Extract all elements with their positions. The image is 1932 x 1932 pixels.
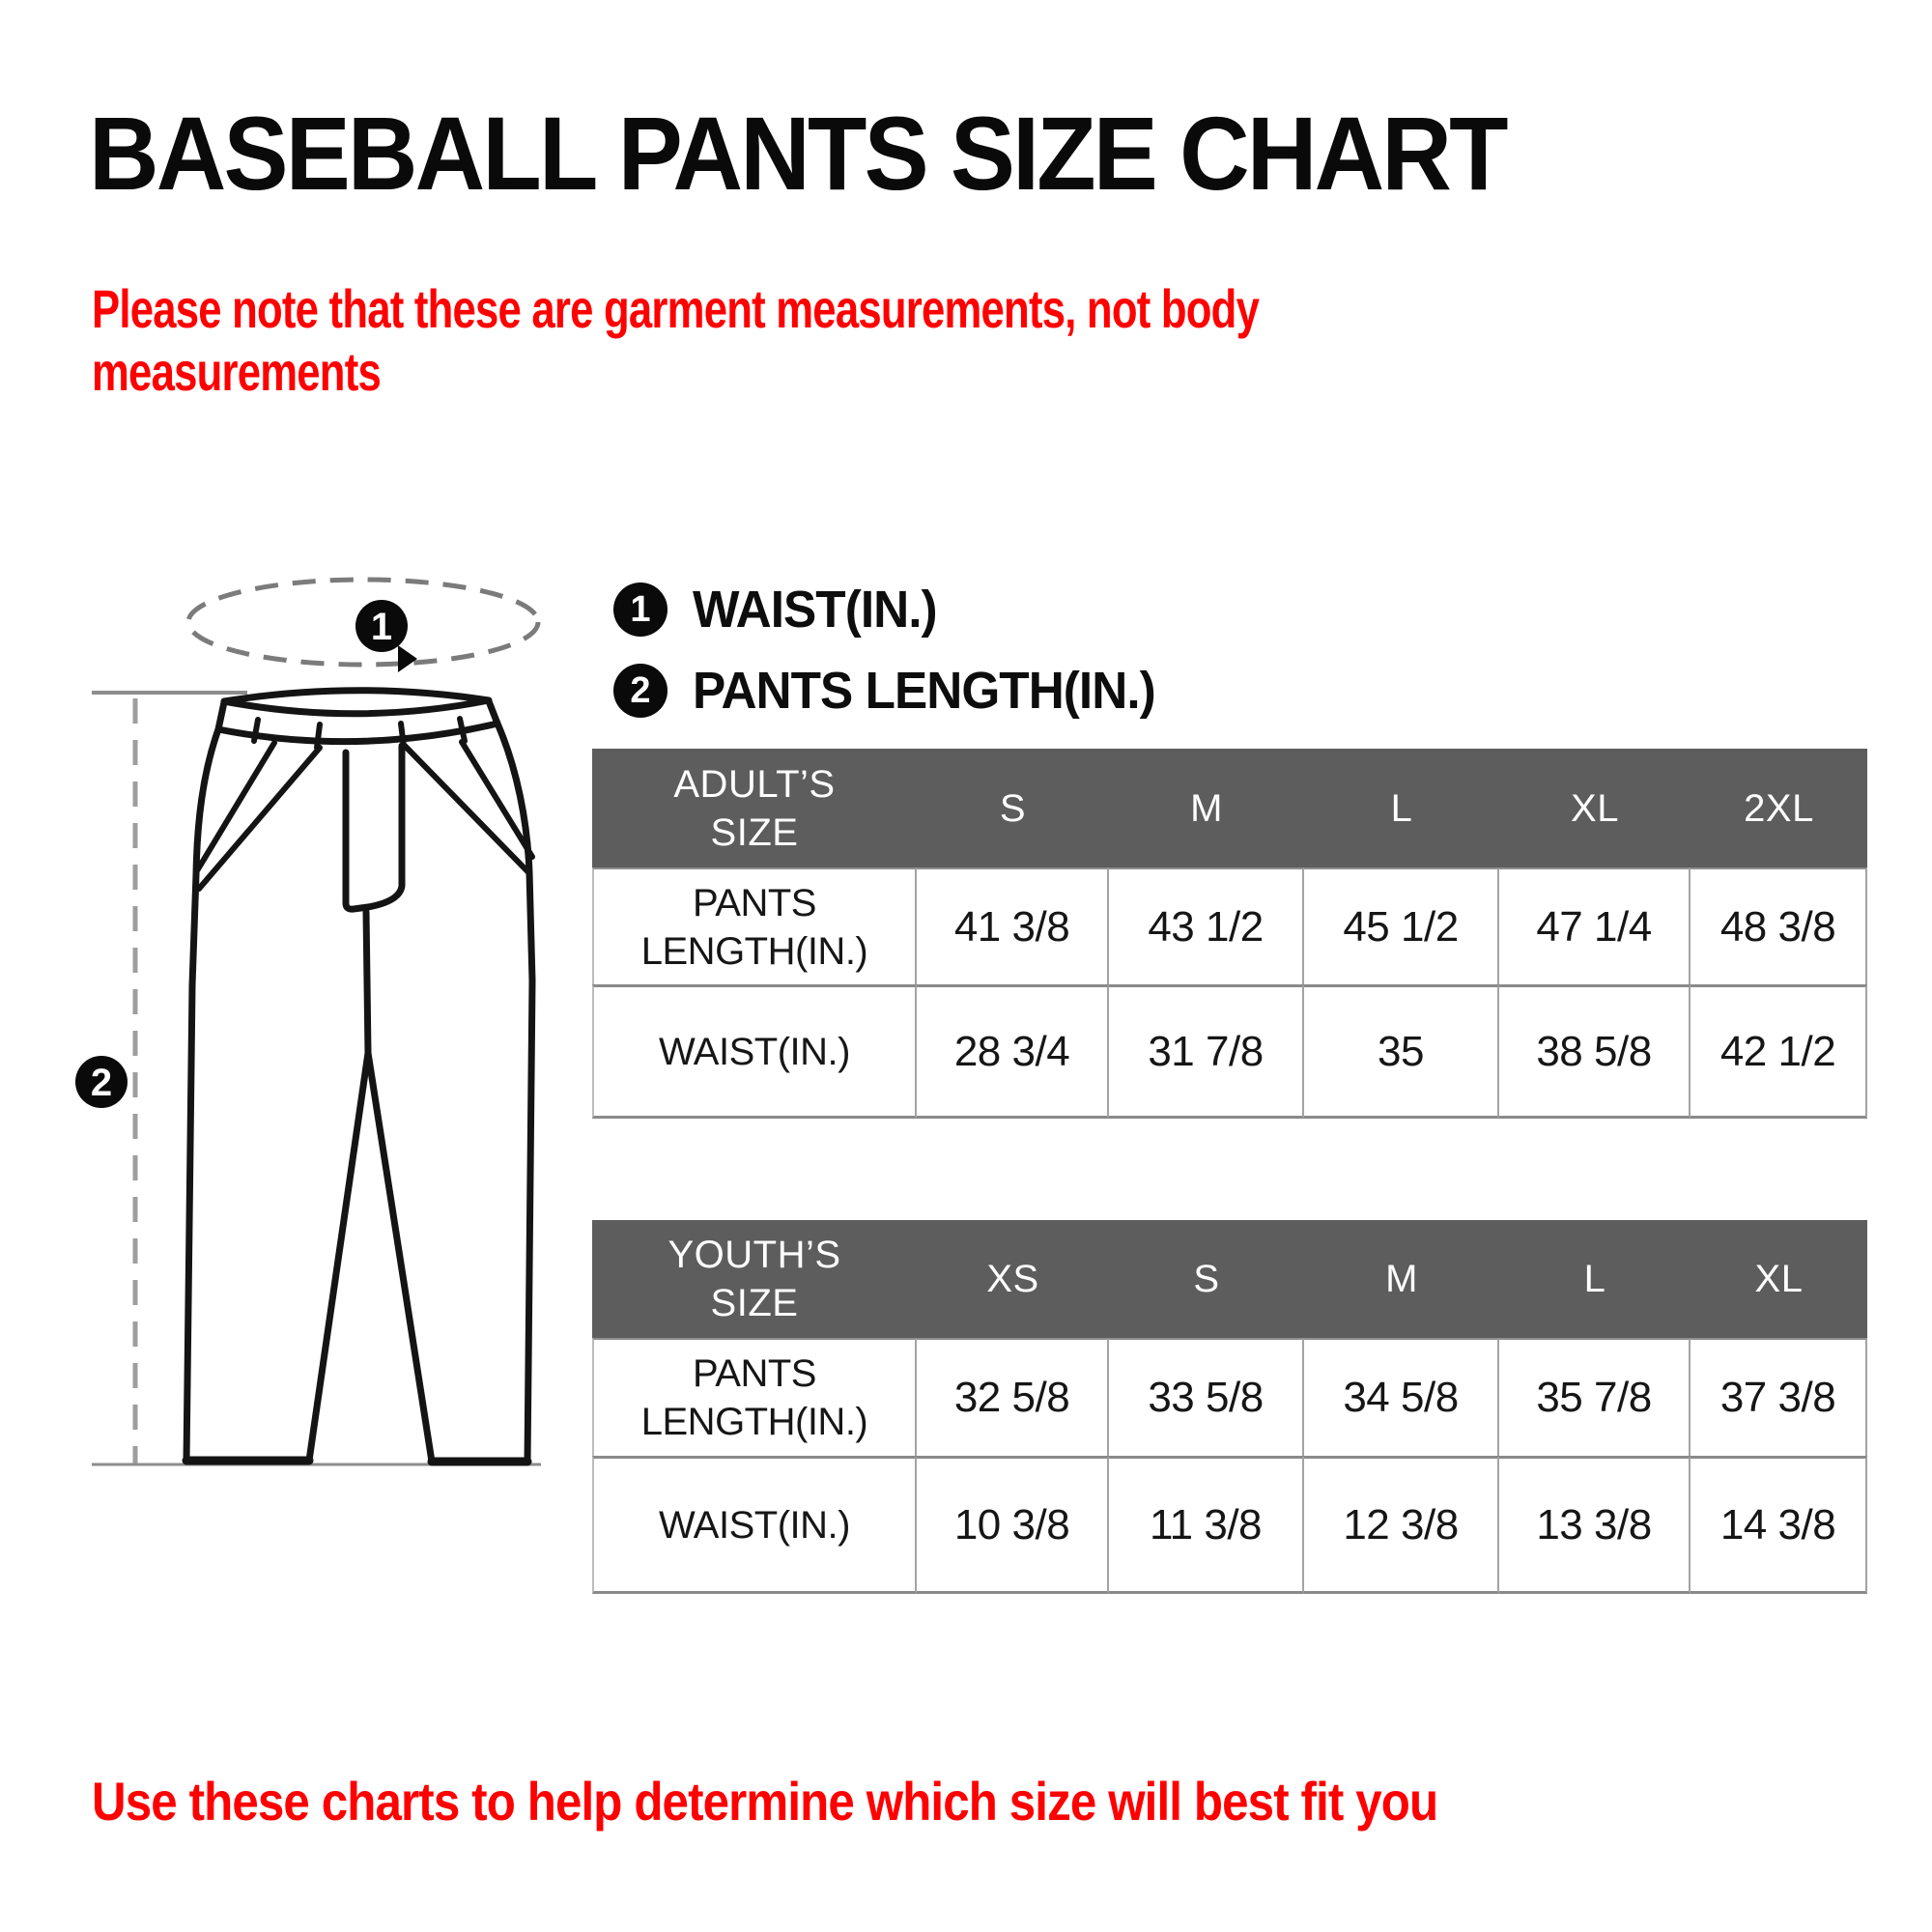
youth-waist-s: 11 3/8 <box>1109 1456 1304 1594</box>
svg-text:1: 1 <box>371 606 392 648</box>
adult-waist-l: 35 <box>1304 984 1499 1119</box>
page-title: BASEBALL PANTS SIZE CHART <box>89 95 1508 212</box>
adult-pants-length-s: 41 3/8 <box>917 867 1109 984</box>
adult-row-label-waist: WAIST(IN.) <box>592 984 917 1119</box>
youth-col-header-s: S <box>1109 1220 1304 1338</box>
adult-table-corner-header: ADULT’S SIZE <box>592 749 917 867</box>
adult-waist-xl: 38 5/8 <box>1499 984 1690 1119</box>
adult-col-header-s: S <box>917 749 1109 867</box>
note-line-2: measurements <box>92 340 382 402</box>
adult-col-header-xl: XL <box>1499 749 1690 867</box>
adult-row-label-pants-length: PANTS LENGTH(IN.) <box>592 867 917 984</box>
youth-row-label-pants-length: PANTS LENGTH(IN.) <box>592 1338 917 1456</box>
youth-row-label-waist: WAIST(IN.) <box>592 1456 917 1594</box>
adult-size-table: ADULT’S SIZE S M L XL 2XL PANTS LENGTH(I… <box>592 749 1867 1119</box>
youth-col-header-l: L <box>1499 1220 1690 1338</box>
youth-pants-length-m: 34 5/8 <box>1304 1338 1499 1456</box>
waist-measure-arrow-icon <box>398 645 417 672</box>
youth-pants-length-s: 33 5/8 <box>1109 1338 1304 1456</box>
youth-col-header-xs: XS <box>917 1220 1109 1338</box>
youth-pants-length-xl: 37 3/8 <box>1690 1338 1867 1456</box>
adult-waist-s: 28 3/4 <box>917 984 1109 1119</box>
adult-pants-length-m: 43 1/2 <box>1109 867 1304 984</box>
adult-pants-length-2xl: 48 3/8 <box>1690 867 1867 984</box>
legend-label-pants-length: PANTS LENGTH(IN.) <box>693 662 1156 720</box>
pants-measurement-diagram: 1 2 <box>75 577 541 1466</box>
youth-waist-xs: 10 3/8 <box>917 1456 1109 1594</box>
youth-waist-l: 13 3/8 <box>1499 1456 1690 1594</box>
fit-advice-footer: Use these charts to help determine which… <box>92 1771 1438 1832</box>
youth-size-table: YOUTH’S SIZE XS S M L XL PANTS LENGTH(IN… <box>592 1220 1867 1594</box>
youth-table-corner-header: YOUTH’S SIZE <box>592 1220 917 1338</box>
belt-loop-dividers <box>251 716 468 751</box>
svg-text:2: 2 <box>91 1062 112 1104</box>
fly-seam <box>342 742 406 913</box>
adult-col-header-2xl: 2XL <box>1690 749 1867 867</box>
adult-waist-2xl: 42 1/2 <box>1690 984 1867 1119</box>
marker-2-badge: 2 <box>613 664 668 718</box>
legend-item-waist: 1 WAIST(IN.) <box>613 580 950 639</box>
pocket-lines <box>193 739 535 892</box>
adult-pants-length-l: 45 1/2 <box>1304 867 1499 984</box>
youth-pants-length-xs: 32 5/8 <box>917 1338 1109 1456</box>
garment-measurement-note: Please note that these are garment measu… <box>92 278 1260 404</box>
legend-label-waist: WAIST(IN.) <box>693 581 938 639</box>
adult-col-header-m: M <box>1109 749 1304 867</box>
pants-line-art <box>182 687 536 1466</box>
length-marker-badge: 2 <box>75 1056 128 1108</box>
length-measure-lines <box>92 691 541 1466</box>
adult-waist-m: 31 7/8 <box>1109 984 1304 1119</box>
legend-item-pants-length: 2 PANTS LENGTH(IN.) <box>613 661 1179 721</box>
waist-measure-ellipse <box>185 577 541 672</box>
waist-marker-badge: 1 <box>355 600 408 652</box>
note-line-1: Please note that these are garment measu… <box>92 278 1260 339</box>
youth-col-header-m: M <box>1304 1220 1499 1338</box>
youth-col-header-xl: XL <box>1690 1220 1867 1338</box>
adult-pants-length-xl: 47 1/4 <box>1499 867 1690 984</box>
youth-pants-length-l: 35 7/8 <box>1499 1338 1690 1456</box>
marker-1-badge: 1 <box>613 582 668 637</box>
youth-waist-m: 12 3/8 <box>1304 1456 1499 1594</box>
adult-col-header-l: L <box>1304 749 1499 867</box>
youth-waist-xl: 14 3/8 <box>1690 1456 1867 1594</box>
